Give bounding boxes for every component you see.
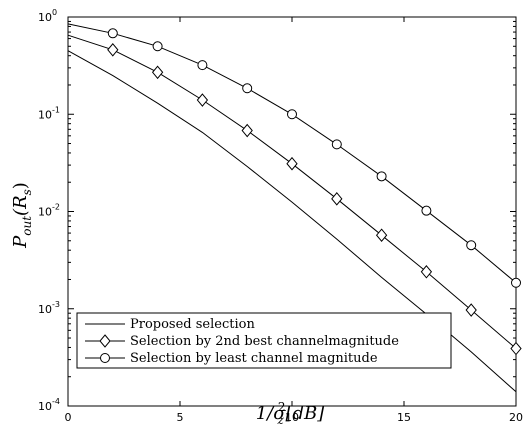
circle-marker: [152, 41, 163, 52]
diamond-marker: [510, 341, 522, 356]
diamond-marker: [420, 264, 433, 279]
circle-marker: [466, 240, 477, 251]
x-tick-label-1: 5: [177, 411, 184, 424]
diamond-marker: [286, 156, 298, 171]
diamond-marker: [196, 93, 209, 107]
diamond-marker: [331, 192, 343, 206]
circle-marker: [287, 109, 297, 120]
x-label-sub: z: [277, 413, 285, 427]
diamond-marker: [151, 65, 164, 80]
x-label-base: 1/σ: [256, 403, 287, 424]
x-tick-label-3: 15: [397, 411, 411, 424]
y-tick-label-0: 100: [38, 8, 57, 24]
diamond-marker: [375, 228, 388, 243]
x-tick-label-0: 0: [65, 411, 72, 424]
legend: Proposed selection Selection by 2nd best…: [76, 312, 452, 369]
legend-label-2nd-best: Selection by 2nd best channelmagnitude: [130, 334, 399, 349]
x-tick-label-2: 10: [285, 411, 299, 424]
y-label-p: P: [10, 235, 31, 249]
circle-marker: [376, 171, 387, 182]
circle-marker: [197, 60, 208, 71]
circle-marker: [331, 139, 342, 150]
y-label-sub: out: [20, 216, 34, 236]
legend-box: [76, 312, 452, 369]
series-line-1: [67, 34, 517, 349]
y-tick-label-3: 10-3: [38, 300, 60, 316]
axis-ticks: 0 5 10 15 20 100 10-1 10-2 10-3 10-4: [38, 8, 523, 424]
y-axis-label: Pout(Rs): [10, 182, 34, 249]
legend-marker-circle: [100, 353, 110, 363]
y-tick-label-4: 10-4: [38, 397, 60, 413]
y-label-close: ): [10, 182, 31, 189]
diamond-marker: [465, 303, 477, 317]
y-tick-label-2: 10-2: [38, 203, 60, 219]
x-label-sup: 2: [278, 400, 286, 414]
legend-label-least: Selection by least channel magnitude: [130, 351, 378, 366]
diamond-marker: [241, 123, 253, 138]
series-line-2: [67, 23, 517, 284]
circle-marker: [511, 277, 521, 288]
y-label-r: (R: [10, 195, 31, 216]
circle-marker: [421, 205, 432, 216]
x-axis-label: 1/σz2[dB]: [256, 400, 326, 427]
legend-marker-diamond: [99, 334, 111, 348]
legend-label-proposed: Proposed selection: [130, 317, 255, 332]
y-label-sub2: s: [20, 189, 34, 195]
series-group: [67, 23, 522, 393]
y-tick-label-1: 10-1: [38, 105, 60, 121]
circle-marker: [107, 28, 118, 39]
diamond-marker: [107, 43, 119, 57]
x-tick-label-4: 20: [509, 411, 523, 424]
circle-marker: [242, 83, 253, 94]
x-label-unit: [dB]: [285, 403, 325, 424]
